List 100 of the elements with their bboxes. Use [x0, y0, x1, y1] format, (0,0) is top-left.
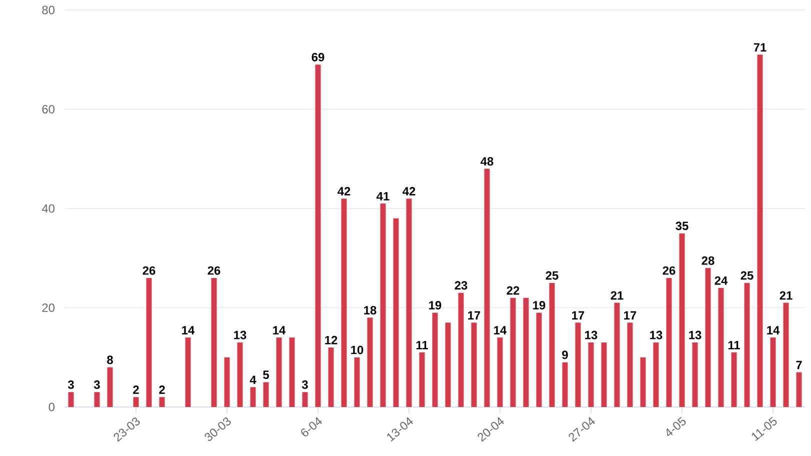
data-label: 71 — [754, 43, 766, 52]
bar — [588, 342, 594, 407]
data-label: 11 — [728, 340, 740, 350]
bar — [133, 397, 139, 407]
data-label: 26 — [208, 266, 220, 275]
bar — [159, 397, 165, 407]
y-tick-label: 60 — [42, 105, 55, 114]
bar — [575, 322, 581, 407]
bar — [393, 218, 399, 407]
bar — [549, 282, 555, 407]
data-label: 26 — [142, 266, 156, 275]
bar — [562, 362, 568, 407]
data-label: 3 — [94, 380, 100, 389]
data-label: 48 — [480, 157, 494, 166]
bar — [536, 312, 542, 407]
bar — [705, 268, 711, 407]
bar — [328, 347, 334, 407]
bar — [692, 342, 698, 407]
bar — [471, 322, 477, 407]
bar — [276, 338, 282, 407]
bar — [653, 342, 659, 407]
bar — [601, 342, 607, 407]
data-label: 13 — [689, 330, 702, 340]
bar — [783, 302, 789, 407]
data-label: 9 — [562, 350, 568, 360]
bar — [367, 318, 373, 407]
data-label: 41 — [376, 192, 390, 200]
data-label: 22 — [506, 286, 520, 295]
bar — [237, 342, 243, 407]
bar — [796, 372, 802, 407]
data-label: 14 — [494, 326, 507, 334]
bar — [770, 338, 776, 407]
y-tick-label: 80 — [42, 6, 55, 14]
data-label: 24 — [714, 276, 728, 285]
bar — [94, 392, 100, 407]
data-label: 17 — [468, 311, 480, 320]
data-label: 8 — [107, 356, 113, 364]
data-label: 3 — [68, 380, 74, 389]
bar — [523, 298, 529, 407]
bar — [263, 382, 269, 407]
data-label: 5 — [263, 370, 269, 379]
data-label: 42 — [338, 187, 350, 196]
y-tick-label: 20 — [42, 304, 55, 312]
bar — [302, 392, 308, 407]
y-tick-label: 0 — [48, 402, 55, 412]
y-tick-label: 40 — [42, 204, 55, 213]
bar — [757, 54, 763, 407]
data-label: 19 — [533, 301, 546, 310]
bar — [497, 338, 503, 407]
bar — [614, 302, 620, 407]
bar — [224, 357, 230, 407]
data-label: 69 — [312, 52, 324, 62]
data-label: 14 — [182, 326, 195, 334]
data-label: 23 — [454, 281, 468, 290]
x-tick-label: 4-05 — [666, 416, 686, 436]
data-label: 13 — [234, 330, 246, 340]
data-label: 21 — [610, 291, 624, 300]
bar — [627, 322, 633, 407]
data-label: 12 — [325, 336, 338, 344]
data-label: 17 — [624, 311, 636, 320]
bar — [146, 278, 152, 407]
bar — [354, 357, 360, 407]
bar — [289, 338, 295, 407]
data-label: 10 — [351, 346, 364, 354]
data-label: 21 — [780, 291, 792, 300]
bar — [445, 322, 451, 407]
bar — [406, 198, 412, 407]
data-label: 35 — [676, 222, 688, 230]
bar — [744, 282, 750, 407]
data-label: 18 — [364, 306, 376, 314]
bar — [211, 278, 217, 407]
data-label: 13 — [650, 330, 662, 340]
bar — [510, 298, 516, 407]
bar — [432, 312, 438, 407]
data-label: 2 — [159, 386, 165, 394]
data-label: 13 — [585, 330, 598, 340]
bar — [718, 288, 724, 407]
data-label: 3 — [302, 380, 308, 389]
data-label: 28 — [702, 256, 714, 265]
x-tick-label: 6-04 — [301, 417, 322, 436]
data-label: 11 — [416, 340, 428, 350]
bar — [250, 387, 256, 407]
bar — [484, 168, 490, 407]
bar — [640, 357, 646, 407]
bar — [341, 198, 347, 407]
bar — [315, 64, 321, 407]
bar — [68, 392, 74, 407]
bar — [731, 352, 737, 407]
data-label: 25 — [740, 271, 754, 280]
bar — [419, 352, 425, 407]
data-label: 14 — [767, 326, 780, 334]
data-label: 2 — [133, 386, 139, 394]
data-label: 7 — [796, 360, 802, 370]
data-label: 17 — [572, 311, 584, 320]
data-label: 19 — [429, 301, 442, 310]
data-label: 25 — [546, 271, 558, 280]
bar — [185, 338, 191, 407]
bar — [666, 278, 672, 407]
data-label: 14 — [273, 326, 286, 334]
bar — [107, 367, 113, 407]
